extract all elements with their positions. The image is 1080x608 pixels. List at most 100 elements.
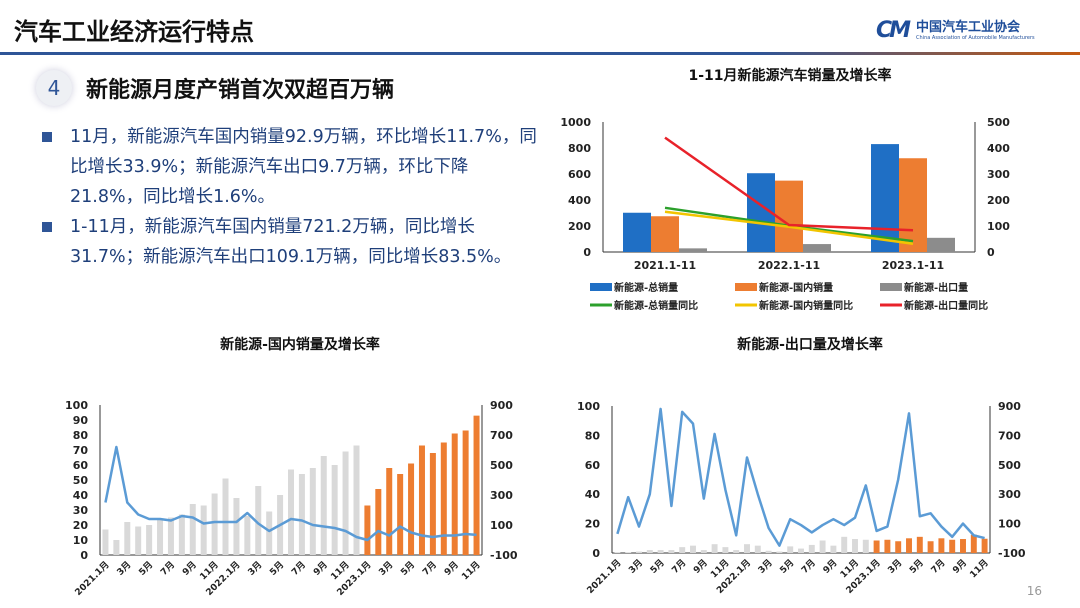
y2-tick-label: 100 — [998, 518, 1021, 531]
x-tick-label: 5月 — [778, 557, 797, 576]
x-tick-label: 11月 — [460, 559, 483, 582]
series-line-5 — [664, 210, 914, 245]
page-header-title: 汽车工业经济运行特点 — [14, 18, 254, 46]
bar-history — [222, 478, 229, 555]
y-tick-label: 70 — [73, 444, 89, 457]
y2-tick-label: 700 — [490, 429, 513, 442]
bar-history — [244, 516, 251, 555]
x-tick-label: 7月 — [929, 557, 948, 576]
legend-label: 新能源-国内销量同比 — [759, 299, 853, 312]
bar-history — [808, 544, 815, 553]
y2-tick-label: 300 — [987, 168, 1010, 181]
bar-history — [102, 529, 109, 555]
y2-tick-label: 400 — [987, 142, 1010, 155]
caam-logo-mark: CM — [876, 18, 911, 43]
bar-history — [178, 514, 185, 555]
bar-history — [765, 550, 772, 553]
x-tick-label: 3月 — [756, 557, 775, 576]
bar-history — [636, 551, 642, 553]
bar-3 — [927, 237, 955, 252]
legend-label: 新能源-国内销量 — [759, 281, 833, 294]
growth-rate-line — [104, 445, 477, 542]
logo-english-name: China Association of Automobile Manufact… — [916, 34, 1035, 41]
bar-history — [722, 547, 729, 553]
bar-2023 — [927, 541, 934, 553]
y-tick-label: 20 — [585, 518, 601, 531]
x-category-label: 2022.1-11 — [758, 259, 820, 272]
bar-2023 — [364, 505, 371, 555]
y-tick-label: 40 — [585, 488, 601, 501]
y-tick-label: 10 — [73, 534, 89, 547]
bar-2023 — [906, 538, 912, 553]
y2-tick-label: 500 — [998, 459, 1021, 472]
y2-tick-label: 100 — [987, 220, 1010, 233]
section-title: 新能源月度产销首次双超百万辆 — [86, 78, 395, 103]
x-tick-label: 5月 — [648, 557, 667, 576]
y-tick-label: 800 — [568, 142, 591, 155]
x-tick-label: 9月 — [311, 559, 330, 578]
bar-2023 — [397, 474, 404, 555]
y-tick-label: 200 — [568, 220, 591, 233]
bullet-list: 11月，新能源汽车国内销量92.9万辆，环比增长11.7%，同比增长33.9%；… — [40, 122, 540, 272]
y2-tick-label: 200 — [987, 194, 1010, 207]
bar-2023 — [451, 433, 458, 555]
bar-2023 — [473, 415, 480, 555]
bar-history — [287, 469, 295, 555]
x-tick-label: 5月 — [907, 557, 926, 576]
bar-history — [266, 511, 273, 555]
bar-history — [211, 493, 218, 555]
x-tick-label: 9月 — [951, 557, 970, 576]
x-tick-label: 5月 — [137, 559, 156, 578]
series-line-6 — [664, 136, 914, 232]
y2-tick-label: 300 — [490, 489, 513, 502]
x-category-label: 2021.1-11 — [634, 259, 696, 272]
bar-history — [787, 546, 794, 553]
bar-history — [113, 540, 120, 555]
x-tick-label: 7月 — [670, 557, 689, 576]
bar-2 — [775, 180, 803, 252]
bar-3 — [679, 248, 707, 252]
legend-swatch — [735, 283, 757, 291]
y2-tick-label: 900 — [490, 399, 513, 412]
x-tick-label: 7月 — [158, 559, 177, 578]
y-tick-label: 40 — [73, 489, 89, 502]
y2-tick-label: 0 — [987, 246, 995, 259]
bar-2023 — [462, 430, 469, 555]
x-tick-label: 11月 — [968, 557, 991, 580]
y-tick-label: 100 — [577, 400, 600, 413]
bar-2023 — [970, 534, 977, 553]
bar-2 — [651, 216, 679, 252]
x-tick-label: 7月 — [799, 557, 818, 576]
bar-2 — [899, 158, 927, 252]
bar-history — [157, 519, 164, 555]
bar-history — [830, 545, 837, 553]
x-category-label: 2023.1-11 — [882, 259, 944, 272]
y-tick-label: 50 — [73, 474, 89, 487]
header-divider — [0, 52, 1080, 55]
legend-label: 新能源-总销量 — [614, 281, 678, 294]
bar-2023 — [916, 536, 923, 553]
y2-tick-label: 500 — [490, 459, 513, 472]
bar-2023 — [960, 539, 966, 553]
y2-tick-label: 900 — [998, 400, 1021, 413]
x-tick-label: 3月 — [886, 557, 905, 576]
bar-history — [233, 498, 240, 555]
bar-2023 — [981, 538, 988, 553]
growth-rate-line — [616, 407, 985, 547]
legend-label: 新能源-总销量同比 — [614, 299, 698, 312]
bullet-square-icon — [42, 222, 52, 232]
bar-history — [309, 468, 316, 555]
bar-3 — [803, 244, 831, 252]
bar-history — [298, 474, 305, 555]
y-tick-label: 600 — [568, 168, 591, 181]
bar-1 — [871, 144, 899, 252]
legend-label: 新能源-出口量 — [904, 281, 968, 294]
bar-history — [700, 550, 707, 553]
bullet-text: 11月，新能源汽车国内销量92.9万辆，环比增长11.7%，同比增长33.9%；… — [70, 127, 537, 207]
bar-history — [353, 445, 360, 555]
y-tick-label: 30 — [73, 504, 89, 517]
bar-history — [679, 547, 686, 553]
chart-title: 新能源-国内销量及增长率 — [220, 336, 380, 353]
y-tick-label: 0 — [80, 549, 88, 562]
